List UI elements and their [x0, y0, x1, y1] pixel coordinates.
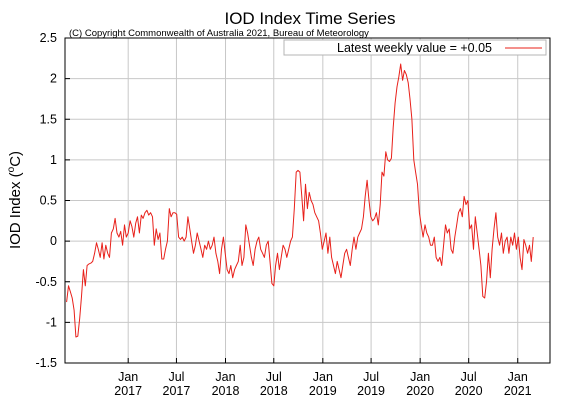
x-tick-label-year: 2021 — [504, 384, 532, 398]
x-tick-label-year: 2018 — [212, 384, 240, 398]
y-axis-label-tail: C) — [7, 151, 24, 167]
x-tick-label-month: Jul — [266, 370, 282, 384]
legend: Latest weekly value = +0.05 — [283, 39, 547, 56]
x-tick-label-month: Jan — [215, 370, 235, 384]
legend-label: Latest weekly value = +0.05 — [337, 41, 492, 55]
chart-title: IOD Index Time Series — [224, 9, 395, 28]
y-tick-label: 1.5 — [40, 112, 57, 126]
x-tick-label-month: Jan — [118, 370, 138, 384]
y-tick-label: 0.5 — [40, 194, 57, 208]
x-tick-label-month: Jan — [410, 370, 430, 384]
x-tick-label-year: 2019 — [357, 384, 385, 398]
x-tick-label-month: Jan — [508, 370, 528, 384]
y-tick-label: 1 — [50, 153, 57, 167]
series-layer — [66, 63, 534, 338]
grid — [65, 38, 550, 363]
x-tick-label-year: 2017 — [114, 384, 142, 398]
x-tick-label-year: 2018 — [260, 384, 288, 398]
x-tick-label-month: Jan — [313, 370, 333, 384]
x-tick-label-year: 2019 — [309, 384, 337, 398]
x-tick-label-month: Jul — [363, 370, 379, 384]
x-axis: Jan2017Jul2017Jan2018Jul2018Jan2019Jul20… — [114, 358, 532, 398]
chart-subtitle: (C) Copyright Commonwealth of Australia … — [69, 28, 369, 39]
y-tick-label: 0 — [50, 234, 57, 248]
y-axis-label-main: IOD Index ( — [7, 172, 24, 249]
x-tick-label-year: 2020 — [406, 384, 434, 398]
x-tick-label-month: Jul — [168, 370, 184, 384]
y-axis: -1.5 -1 -0.5 0 0.5 1 1.5 2 2.5 — [35, 31, 70, 370]
y-tick-label: -1.5 — [35, 356, 57, 370]
y-axis-label: IOD Index (oC) — [6, 151, 24, 249]
legend-box — [283, 39, 547, 56]
x-tick-label-year: 2017 — [163, 384, 191, 398]
x-tick-label-month: Jul — [461, 370, 477, 384]
y-tick-label: 2 — [50, 72, 57, 86]
y-tick-label: -1 — [46, 315, 57, 329]
y-axis-label-superscript: o — [6, 166, 17, 172]
x-tick-label-year: 2020 — [455, 384, 483, 398]
y-tick-label: -0.5 — [35, 275, 57, 289]
y-tick-label: 2.5 — [40, 31, 57, 45]
series-line — [66, 63, 534, 338]
